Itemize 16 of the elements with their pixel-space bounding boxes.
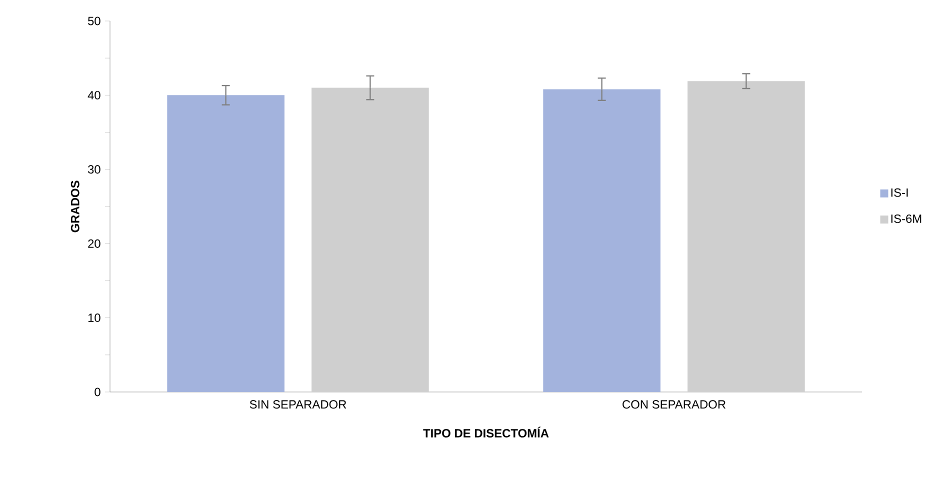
bar	[688, 81, 805, 392]
x-tick-label: CON SEPARADOR	[622, 400, 726, 409]
bar	[543, 89, 660, 392]
bar	[312, 88, 429, 392]
y-tick-label: 30	[88, 165, 100, 174]
x-tick-label: SIN SEPARADOR	[250, 400, 346, 409]
x-axis-title: TIPO DE DISECTOMÍA	[423, 426, 549, 438]
y-tick-label: 10	[88, 314, 100, 322]
y-tick-label: 0	[94, 388, 100, 396]
bar	[167, 95, 284, 392]
y-tick-label: 20	[88, 239, 100, 248]
y-axis-title: GRADOS	[70, 180, 80, 232]
y-tick-label: 40	[88, 90, 100, 100]
y-tick-label: 50	[88, 16, 100, 26]
legend-label: IS-6M	[891, 214, 922, 223]
legend-label: IS-I	[891, 188, 908, 197]
